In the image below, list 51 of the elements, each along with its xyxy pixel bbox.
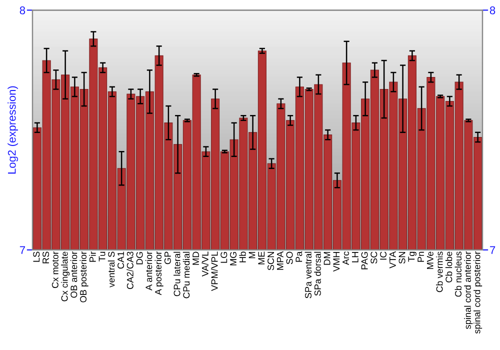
x-tick-label: Pa — [296, 251, 302, 262]
x-tick-label: SCN — [268, 252, 274, 270]
x-tick-label: VMH — [333, 252, 340, 272]
x-tick-label: MVe — [427, 252, 434, 269]
x-tick-label: ventral S — [108, 252, 115, 288]
x-tick-label: Hb — [239, 252, 246, 262]
x-tick-label: ME — [258, 252, 265, 264]
x-tick-label: CA2/CA3 — [126, 252, 134, 290]
x-tick-label: Tu — [98, 252, 106, 262]
x-tick-label: SO — [286, 252, 293, 264]
x-tick-label: Pn — [418, 252, 424, 262]
x-tick-label: Cb vermis — [436, 252, 443, 292]
x-tick-label: spinal cord posterior — [474, 251, 482, 334]
x-tick-label: LH — [352, 252, 358, 262]
y-axis-title: Log2 (expression) — [8, 86, 18, 174]
x-tick-label: SPa dorsal — [314, 252, 321, 296]
x-tick-label: A posterior — [154, 251, 164, 296]
x-tick-label: Cx motor — [52, 251, 58, 288]
x-tick-label: MG — [230, 252, 237, 266]
x-tick-label: MD — [192, 252, 199, 265]
x-tick-label: OB posterior — [80, 251, 88, 302]
y2-tick-label: 7 — [490, 246, 496, 254]
x-tick-label: CA1 — [118, 252, 124, 269]
x-tick-label: M — [248, 252, 256, 258]
x-tick-label: A anterior — [145, 251, 152, 291]
x-tick-label: spinal cord anterior — [464, 251, 473, 329]
y2-tick-label: 8 — [490, 6, 496, 14]
x-tick-label: CPu lateral — [174, 252, 180, 296]
x-tick-label: Cb lobe — [445, 252, 452, 282]
x-tick-label: Cb nucleus — [454, 252, 462, 297]
x-tick-label: IC — [380, 252, 387, 260]
x-tick-label: MPA — [277, 251, 284, 270]
x-tick-label: LS — [33, 252, 40, 262]
x-tick-label: SPa ventral — [304, 252, 312, 298]
x-tick-label: PAG — [361, 252, 368, 270]
x-tick-label: DM — [324, 252, 330, 265]
x-tick-label: CPu medial — [182, 252, 190, 298]
x-tick-label: GP — [164, 252, 171, 264]
x-tick-label: Tg — [408, 252, 416, 262]
x-tick-label: SC — [370, 252, 378, 264]
x-tick-label: OB anterior — [70, 251, 78, 298]
x-tick-label: RS — [42, 252, 50, 264]
x-tick-label: VPM/VPL — [211, 252, 218, 291]
x-tick-label: Arc — [342, 252, 350, 266]
x-tick-label: Pir — [89, 251, 96, 262]
x-tick-label: DG — [136, 252, 143, 264]
x-tick-label: Cx cingulate — [61, 252, 70, 302]
x-tick-label: VA/VL — [202, 252, 208, 277]
x-tick-label: LG — [220, 252, 228, 263]
x-tick-label: VTA — [390, 251, 396, 268]
x-tick-label: SN — [398, 252, 406, 264]
